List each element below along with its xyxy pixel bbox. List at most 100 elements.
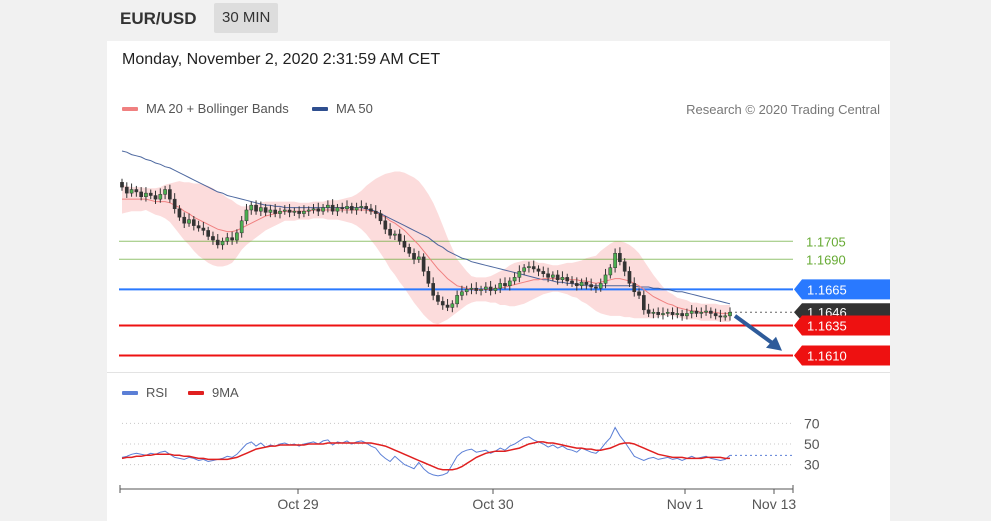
candle-body <box>685 313 689 317</box>
candle-body <box>282 209 287 212</box>
time-tick-label: Nov 13 <box>752 496 797 512</box>
candle-body <box>402 241 407 248</box>
candle-body <box>709 310 713 314</box>
candle-body <box>163 189 167 195</box>
chart-datetime: Monday, November 2, 2020 2:31:59 AM CET <box>122 51 441 68</box>
rsi-tick-50: 50 <box>804 436 820 452</box>
candle-body <box>632 283 637 293</box>
candle-body <box>369 208 373 212</box>
time-tick-label: Nov 1 <box>667 496 704 512</box>
candle-body <box>560 277 565 281</box>
candle-body <box>488 286 493 291</box>
candle-body <box>469 287 474 290</box>
bollinger-band <box>122 171 730 325</box>
candle-body <box>541 271 546 274</box>
candle-body <box>618 253 622 262</box>
candle-body <box>718 315 723 318</box>
candle-body <box>364 206 368 210</box>
candle-body <box>182 216 187 224</box>
candle-body <box>416 256 421 260</box>
candle-body <box>378 213 383 222</box>
legend-rsi-swatch <box>122 390 138 395</box>
candle-body <box>354 207 359 211</box>
legend-ma50: MA 50 <box>312 101 373 116</box>
candle-body <box>129 189 134 194</box>
candle-body <box>292 210 297 213</box>
candle-body <box>215 239 220 246</box>
candle-body <box>646 309 651 314</box>
candle-body <box>373 210 378 214</box>
candle-body <box>412 253 416 260</box>
support-label-1.1610: 1.1610 <box>807 349 847 364</box>
candle-body <box>675 313 680 315</box>
candle-body <box>383 220 388 230</box>
candle-body <box>536 268 541 272</box>
candle-body <box>656 311 661 315</box>
candle-body <box>120 182 124 188</box>
time-tick-label: Oct 29 <box>277 496 318 512</box>
candle-body <box>196 225 201 229</box>
candle-body <box>507 280 512 287</box>
candle-body <box>278 210 282 214</box>
candle-body <box>603 274 608 284</box>
candle-body <box>622 261 627 272</box>
candle-body <box>498 283 503 289</box>
candle-body <box>421 256 426 272</box>
candle-body <box>503 283 507 287</box>
candle-body <box>172 198 177 210</box>
candle-body <box>235 232 239 241</box>
candle-body <box>306 209 311 212</box>
candle-body <box>239 220 244 234</box>
candle-body <box>570 280 574 284</box>
legend-9ma-swatch <box>188 390 204 395</box>
candle-body <box>728 311 732 317</box>
candle-body <box>551 274 555 278</box>
legend-rsi-label: RSI <box>146 385 168 400</box>
candle-body <box>177 208 182 218</box>
candle-body <box>254 204 258 212</box>
forecast-arrow-head <box>766 336 782 351</box>
candle-body <box>187 219 191 224</box>
candle-body <box>598 283 603 289</box>
candle-body <box>512 277 517 282</box>
candle-body <box>330 204 335 212</box>
candle-body <box>388 228 392 236</box>
candle-body <box>579 281 584 287</box>
candle-body <box>144 192 148 197</box>
candle-body <box>565 277 570 282</box>
candle-body <box>225 237 230 242</box>
candle-body <box>359 206 364 208</box>
candle-body <box>493 287 498 291</box>
candle-body <box>637 291 641 296</box>
candle-body <box>273 209 278 214</box>
candle-body <box>440 301 445 306</box>
candle-body <box>479 289 483 291</box>
candle-body <box>665 311 670 314</box>
candle-body <box>340 207 345 210</box>
candle-body <box>527 266 531 268</box>
ma50-line <box>121 150 731 305</box>
candle-body <box>311 208 316 211</box>
candle-body <box>613 253 617 268</box>
copyright-text: Research © 2020 Trading Central <box>686 102 880 117</box>
candle-body <box>249 204 254 211</box>
candle-body <box>517 271 522 278</box>
candle-body <box>704 310 708 313</box>
timeframe-button[interactable]: 30 MIN <box>214 3 279 33</box>
candle-body <box>268 209 273 213</box>
legend-9ma-label: 9MA <box>212 385 239 400</box>
legend-9ma: 9MA <box>188 385 239 400</box>
candle-body <box>713 313 718 317</box>
candle-body <box>460 291 464 296</box>
legend-rsi: RSI <box>122 385 168 400</box>
candle-body <box>627 271 632 284</box>
candle-body <box>589 284 593 288</box>
candle-body <box>689 310 694 314</box>
pivot-label-box <box>794 279 890 300</box>
candle-body <box>297 210 301 214</box>
candle-body <box>335 207 340 212</box>
chart-panel <box>107 0 890 521</box>
symbol-title: EUR/USD <box>120 9 197 28</box>
candle-body <box>407 247 412 254</box>
